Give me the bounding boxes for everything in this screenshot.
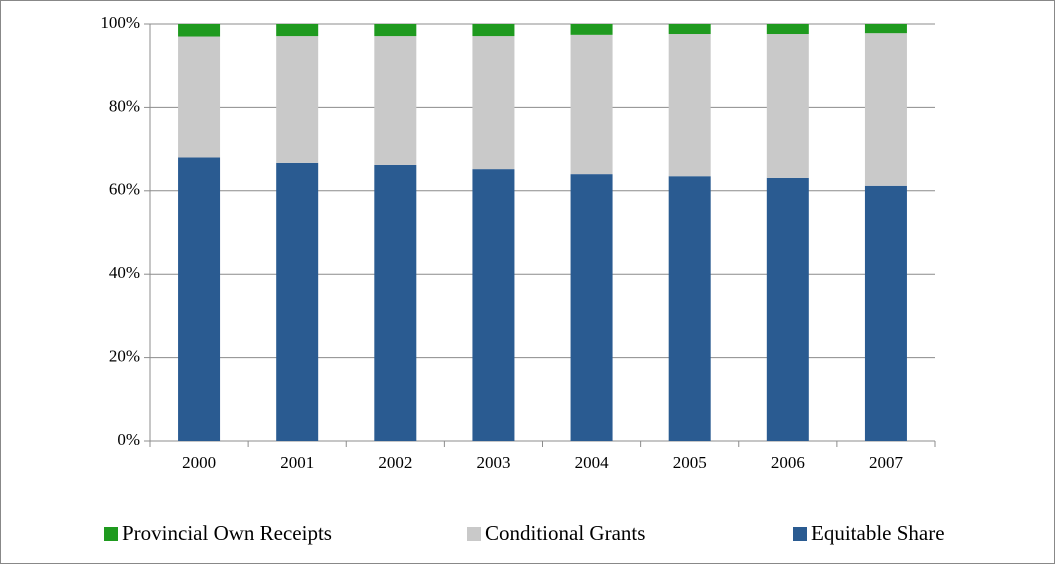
bar-segment [178, 36, 221, 158]
bar-segment [276, 36, 319, 163]
x-tick-label: 2005 [673, 453, 707, 472]
legend-label: Equitable Share [811, 521, 945, 545]
bar-segment [864, 24, 907, 34]
bar-segment [766, 24, 809, 35]
y-tick-label: 100% [100, 13, 140, 32]
bar-segment [570, 174, 613, 441]
bar-segment [374, 164, 417, 442]
x-tick-label: 2001 [280, 453, 314, 472]
bar-segment [374, 36, 417, 165]
bar-segment [374, 24, 417, 37]
y-tick-label: 20% [109, 347, 140, 366]
bar-segment [570, 34, 613, 175]
bar-segment [472, 36, 515, 170]
x-tick-label: 2003 [476, 453, 510, 472]
bar-segment [472, 169, 515, 441]
y-tick-label: 40% [109, 263, 140, 282]
x-tick-label: 2004 [575, 453, 610, 472]
bar-segment [864, 33, 907, 186]
legend-swatch [793, 527, 807, 541]
x-tick-label: 2006 [771, 453, 805, 472]
legend-label: Provincial Own Receipts [122, 521, 332, 545]
y-tick-label: 0% [117, 430, 140, 449]
x-tick-label: 2000 [182, 453, 216, 472]
bar-segment [668, 176, 711, 441]
x-tick-label: 2007 [869, 453, 904, 472]
bar-segment [178, 157, 221, 441]
bar-segment [178, 24, 221, 37]
bar-segment [668, 34, 711, 177]
legend-swatch [104, 527, 118, 541]
legend-swatch [467, 527, 481, 541]
bar-segment [472, 24, 515, 37]
legend-label: Conditional Grants [485, 521, 645, 545]
y-tick-label: 80% [109, 96, 140, 115]
bar-segment [570, 24, 613, 35]
bar-segment [766, 177, 809, 442]
bar-segment [668, 24, 711, 35]
bar-segment [276, 24, 319, 37]
bar-segment [864, 185, 907, 441]
bar-segment [766, 34, 809, 178]
y-tick-label: 60% [109, 180, 140, 199]
x-tick-label: 2002 [378, 453, 412, 472]
bar-segment [276, 162, 319, 441]
